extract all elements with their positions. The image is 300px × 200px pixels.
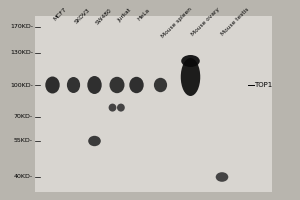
Text: TOP1: TOP1 (254, 82, 273, 88)
Ellipse shape (110, 77, 124, 93)
Text: 100KD-: 100KD- (10, 83, 33, 88)
Text: Mouse testis: Mouse testis (220, 7, 250, 37)
Ellipse shape (67, 77, 80, 93)
Ellipse shape (87, 76, 102, 94)
Text: MCF7: MCF7 (52, 7, 68, 22)
Ellipse shape (216, 172, 228, 182)
Ellipse shape (45, 77, 60, 94)
Ellipse shape (181, 55, 200, 67)
Ellipse shape (154, 78, 167, 92)
Text: 170KD-: 170KD- (10, 24, 33, 29)
Text: SKOV3: SKOV3 (74, 7, 91, 24)
Text: Mouse spleen: Mouse spleen (160, 7, 193, 39)
Text: HeLa: HeLa (136, 7, 151, 21)
Ellipse shape (181, 58, 200, 96)
Text: 40KD-: 40KD- (14, 174, 33, 180)
Text: 130KD-: 130KD- (10, 50, 33, 55)
Text: Jurkat: Jurkat (117, 7, 133, 23)
Text: 55KD-: 55KD- (14, 138, 33, 144)
FancyBboxPatch shape (34, 16, 272, 192)
Text: 70KD-: 70KD- (14, 114, 33, 119)
Text: SW480: SW480 (94, 7, 113, 25)
Text: Mouse ovary: Mouse ovary (190, 7, 221, 37)
Ellipse shape (129, 77, 144, 93)
Ellipse shape (88, 136, 101, 146)
Ellipse shape (109, 104, 116, 112)
Ellipse shape (117, 104, 125, 112)
